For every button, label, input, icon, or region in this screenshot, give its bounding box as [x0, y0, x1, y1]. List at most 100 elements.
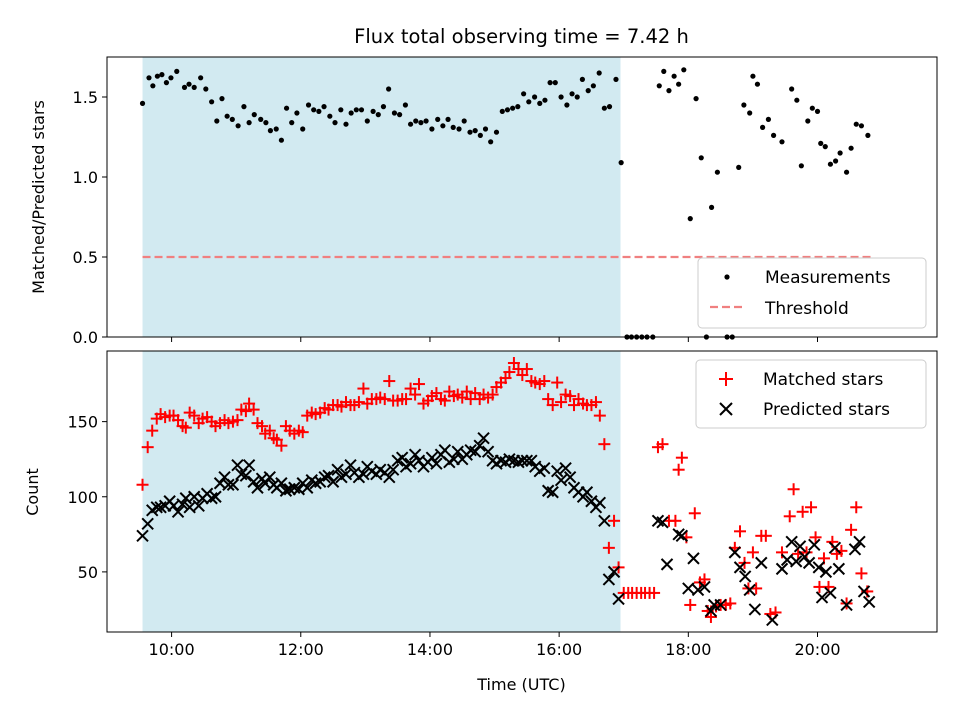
- measurement-point: [278, 137, 284, 143]
- matched-star-marker: [698, 573, 711, 586]
- measurement-point: [413, 118, 419, 124]
- measurement-point: [191, 84, 197, 90]
- measurement-point: [822, 144, 828, 150]
- predicted-star-marker: [331, 463, 344, 476]
- matched-star-marker: [672, 463, 685, 476]
- measurement-point: [858, 123, 865, 129]
- top-axes-frame: [106, 56, 938, 338]
- measurement-point: [754, 81, 761, 87]
- measurement-point: [671, 73, 677, 79]
- measurement-point: [391, 110, 398, 116]
- predicted-star-marker: [728, 546, 742, 559]
- matched-star-marker: [460, 385, 473, 398]
- predicted-star-marker: [425, 451, 439, 464]
- predicted-star-marker: [451, 445, 464, 458]
- predicted-star-marker: [789, 555, 803, 568]
- top-ytick-label: 1.0: [73, 168, 98, 187]
- measurement-point: [321, 104, 327, 110]
- bottom-x-ticks: 10:00 12:00 14:00 16:00 18:00 20:00: [149, 632, 841, 659]
- measurement-point: [681, 67, 687, 73]
- legend-predicted-marker: [719, 402, 733, 416]
- matched-star-marker: [520, 363, 533, 376]
- measurement-point: [579, 76, 585, 82]
- measurement-point: [814, 108, 821, 114]
- legend-matched-label: Matched stars: [763, 370, 883, 390]
- matched-star-marker: [486, 388, 499, 401]
- measurement-point: [747, 110, 753, 116]
- measurement-point: [251, 112, 257, 118]
- predicted-star-marker: [477, 431, 490, 445]
- matched-star-marker: [239, 405, 252, 418]
- matched-star-marker: [704, 610, 717, 623]
- matched-star-marker: [296, 426, 309, 439]
- measurement-point: [805, 118, 811, 124]
- matched-stars-layer: [136, 357, 874, 623]
- measurement-point: [154, 73, 160, 79]
- measurement-point: [311, 107, 317, 113]
- matched-star-marker: [378, 393, 391, 406]
- matched-star-marker: [412, 378, 425, 391]
- predicted-star-marker: [607, 565, 621, 579]
- measurement-point: [327, 113, 333, 119]
- measurement-point: [656, 83, 662, 89]
- measurement-point: [741, 102, 747, 108]
- measurement-point: [499, 108, 505, 114]
- matched-star-marker: [507, 357, 520, 370]
- measurement-point: [305, 102, 312, 108]
- measurement-point: [461, 118, 467, 124]
- measurement-point: [552, 80, 558, 86]
- predicted-star-marker: [559, 462, 572, 475]
- matched-star-marker: [675, 451, 688, 464]
- matched-star-marker: [551, 376, 564, 389]
- measurement-point: [375, 112, 381, 118]
- predicted-star-marker: [473, 439, 486, 452]
- matched-star-marker: [796, 505, 809, 518]
- bottom-axes-frame: [106, 350, 938, 633]
- bot-ytick-label: 50: [78, 563, 98, 582]
- top-legend-box: [697, 257, 927, 329]
- measurement-point: [429, 126, 435, 132]
- predicted-star-marker: [832, 562, 846, 576]
- measurement-point: [370, 108, 376, 114]
- predicted-star-marker: [408, 448, 422, 461]
- predicted-star-marker: [279, 484, 293, 497]
- matched-star-marker: [357, 382, 370, 395]
- measurement-point: [542, 97, 548, 103]
- matched-star-marker: [688, 507, 701, 520]
- predicted-star-marker: [672, 528, 685, 541]
- measurement-point: [606, 104, 613, 110]
- measurement-point: [467, 129, 473, 135]
- matched-star-marker: [383, 375, 396, 388]
- measurement-point: [163, 80, 170, 86]
- predicted-stars-layer: [136, 431, 876, 627]
- measurement-point: [613, 76, 619, 82]
- xtick-label: 10:00: [149, 640, 195, 659]
- matched-star-marker: [270, 433, 283, 446]
- measurement-point: [526, 99, 532, 105]
- bot-ytick-label: 100: [67, 488, 98, 507]
- measurement-point: [618, 160, 624, 166]
- predicted-star-marker: [580, 486, 594, 499]
- matched-star-marker: [724, 597, 737, 610]
- predicted-star-marker: [520, 454, 534, 467]
- predicted-star-marker: [828, 541, 842, 555]
- measurement-point: [504, 107, 511, 113]
- predicted-star-marker: [550, 465, 564, 478]
- measurement-point: [203, 86, 209, 92]
- measurement-point: [246, 120, 252, 126]
- measurement-point: [181, 84, 188, 90]
- matched-star-marker: [172, 414, 185, 427]
- measurement-point: [358, 107, 365, 113]
- measurement-point: [789, 86, 795, 92]
- matched-star-marker: [598, 438, 611, 451]
- matched-star-marker: [256, 420, 269, 433]
- matched-star-marker: [516, 369, 529, 382]
- matched-star-marker: [503, 366, 516, 379]
- predicted-star-marker: [798, 550, 811, 564]
- matched-star-marker: [542, 393, 555, 406]
- xtick-label: 12:00: [278, 640, 324, 659]
- measurement-point: [698, 155, 704, 161]
- predicted-star-marker: [136, 529, 149, 543]
- matched-star-marker: [141, 441, 154, 454]
